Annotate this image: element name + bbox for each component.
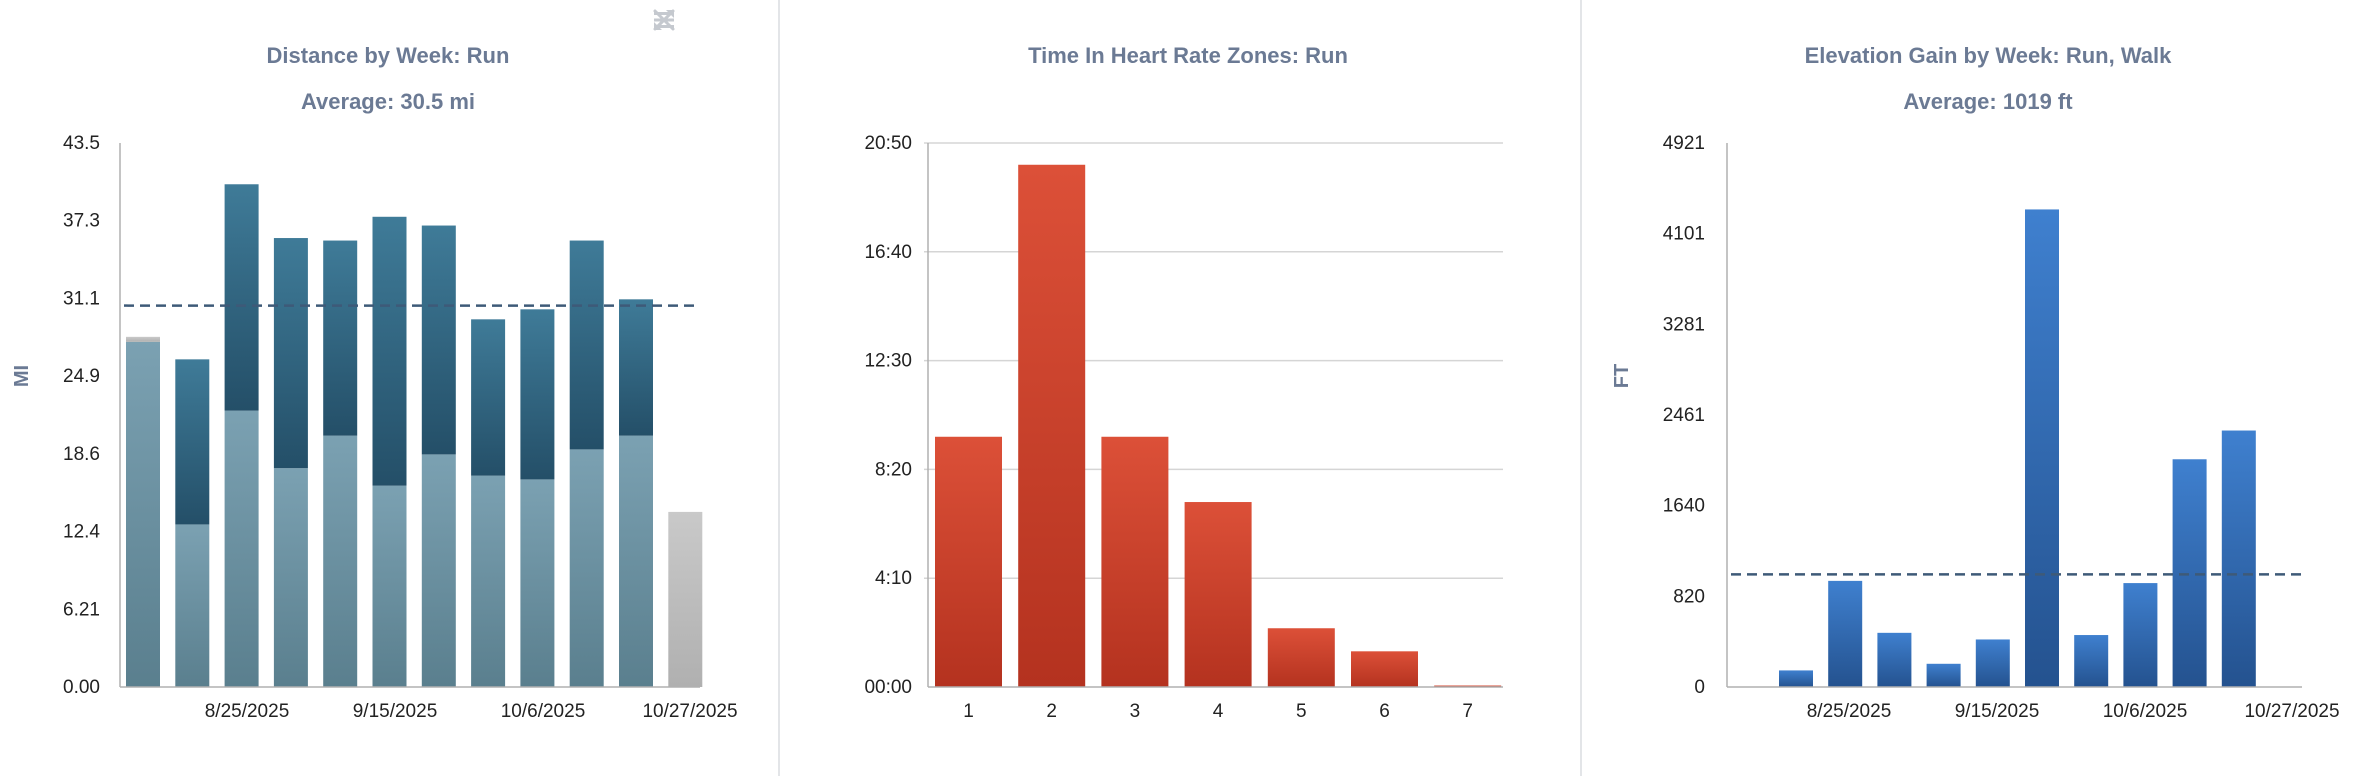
x-tick-label: 3 bbox=[1130, 701, 1141, 722]
bar bbox=[1877, 632, 1912, 687]
chart-subtitle: Average: 30.5 mi bbox=[301, 89, 475, 114]
y-tick-label: 43.5 bbox=[63, 133, 100, 154]
y-tick-label: 18.6 bbox=[63, 444, 100, 465]
bar bbox=[935, 436, 1002, 687]
x-tick-label: 5 bbox=[1296, 701, 1307, 722]
x-tick-label: 8/25/2025 bbox=[205, 701, 290, 722]
chart-title: Distance by Week: Run bbox=[267, 43, 510, 68]
bar-segment-upper bbox=[520, 309, 555, 480]
y-tick-label: 0 bbox=[1694, 677, 1705, 698]
bar bbox=[1267, 628, 1335, 687]
bar-segment-upper bbox=[323, 240, 358, 436]
x-tick-label: 9/15/2025 bbox=[353, 701, 438, 722]
close-icon[interactable] bbox=[653, 8, 762, 38]
bar-segment-lower bbox=[323, 435, 358, 687]
x-tick-label: 6 bbox=[1379, 701, 1390, 722]
bar-segment-upper bbox=[421, 225, 456, 455]
y-tick-label: 8:20 bbox=[875, 459, 912, 480]
x-tick-label: 1 bbox=[963, 701, 974, 722]
y-tick-label: 12.4 bbox=[63, 522, 100, 543]
bar-segment-lower bbox=[471, 475, 506, 687]
heart-rate-zones-chart-panel: Time In Heart Rate Zones: Run 00:00 4:10 8:… bbox=[798, 0, 1580, 776]
y-tick-label: 31.1 bbox=[63, 288, 100, 309]
y-axis-label: MI bbox=[11, 365, 33, 387]
bar-segment-upper bbox=[224, 184, 259, 411]
x-tick-label: 10/27/2025 bbox=[642, 701, 737, 722]
bar bbox=[2025, 209, 2059, 687]
x-tick-label: 10/6/2025 bbox=[2103, 701, 2188, 722]
distance-chart: Distance by Week: Run Average: 30.5 mi MI 0… bbox=[11, 43, 738, 722]
bar bbox=[2123, 583, 2158, 687]
bar-segment-upper bbox=[175, 359, 210, 525]
bar-segment-lower bbox=[372, 485, 407, 687]
y-axis-label: FT bbox=[1611, 364, 1633, 388]
panel-divider bbox=[1580, 0, 1582, 776]
bar-segment-upper bbox=[471, 319, 506, 476]
bar-segment-lower bbox=[569, 449, 604, 687]
bar bbox=[1018, 164, 1086, 687]
bar-segment-upper bbox=[372, 216, 407, 486]
y-tick-label: 4:10 bbox=[875, 568, 912, 589]
bar-segment-lower bbox=[273, 468, 308, 687]
x-tick-label: 8/25/2025 bbox=[1807, 701, 1892, 722]
bar bbox=[2221, 430, 2256, 687]
x-tick-label: 9/15/2025 bbox=[1955, 701, 2040, 722]
x-tick-label: 2 bbox=[1046, 701, 1057, 722]
bar-segment-gray bbox=[668, 511, 703, 687]
x-tick-label: 4 bbox=[1213, 701, 1224, 722]
bar-segment-lower bbox=[224, 410, 259, 687]
panel-toolbar bbox=[652, 8, 762, 38]
y-tick-label: 0.00 bbox=[63, 677, 100, 698]
bar bbox=[1101, 436, 1169, 687]
y-tick-label: 6.21 bbox=[63, 599, 100, 620]
bar bbox=[2074, 635, 2109, 687]
x-tick-label: 10/6/2025 bbox=[501, 701, 586, 722]
bar-segment-lower bbox=[126, 341, 160, 687]
y-tick-label: 16:40 bbox=[864, 242, 912, 263]
bar bbox=[1351, 651, 1418, 687]
bar-segment-upper bbox=[569, 240, 604, 450]
bar-segment-upper bbox=[619, 299, 653, 436]
elevation-gain-chart-panel: Elevation Gain by Week: Run, Walk Average… bbox=[1600, 0, 2380, 776]
bar bbox=[1184, 502, 1252, 687]
bar bbox=[1828, 580, 1863, 687]
distance-chart-panel: Distance by Week: Run Average: 30.5 mi MI 0… bbox=[0, 0, 778, 776]
x-tick-label: 7 bbox=[1462, 701, 1473, 722]
y-tick-label: 00:00 bbox=[864, 677, 912, 698]
bar-segment-lower bbox=[619, 435, 653, 687]
bar-segment-lower bbox=[421, 454, 456, 687]
panel-divider bbox=[778, 0, 780, 776]
bar bbox=[1926, 663, 1961, 687]
elevation-gain-chart: Elevation Gain by Week: Run, Walk Average… bbox=[1611, 43, 2340, 722]
bar-segment-lower bbox=[175, 524, 210, 687]
bar-segment-upper bbox=[273, 238, 308, 469]
bar-segment-lower bbox=[520, 479, 555, 687]
y-tick-label: 12:30 bbox=[864, 351, 912, 372]
x-tick-label: 10/27/2025 bbox=[2244, 701, 2339, 722]
chart-subtitle: Average: 1019 ft bbox=[1903, 89, 2073, 114]
bar-segment-gray bbox=[126, 336, 160, 342]
chart-title: Elevation Gain by Week: Run, Walk bbox=[1805, 43, 2173, 68]
y-tick-label: 24.9 bbox=[63, 366, 100, 387]
bar bbox=[1779, 670, 1813, 687]
y-tick-label: 2461 bbox=[1663, 405, 1705, 426]
y-tick-label: 4101 bbox=[1663, 224, 1705, 245]
expand-icon[interactable] bbox=[654, 8, 722, 38]
y-tick-label: 1640 bbox=[1663, 496, 1705, 517]
heart-rate-zones-chart: Time In Heart Rate Zones: Run 00:00 4:10 8:… bbox=[864, 43, 1503, 722]
y-tick-label: 820 bbox=[1673, 586, 1705, 607]
y-tick-label: 37.3 bbox=[63, 211, 100, 232]
y-tick-label: 4921 bbox=[1663, 133, 1705, 154]
bar bbox=[1975, 639, 2010, 687]
chart-title: Time In Heart Rate Zones: Run bbox=[1028, 43, 1348, 68]
y-tick-label: 3281 bbox=[1663, 314, 1705, 335]
y-tick-label: 20:50 bbox=[864, 133, 912, 154]
